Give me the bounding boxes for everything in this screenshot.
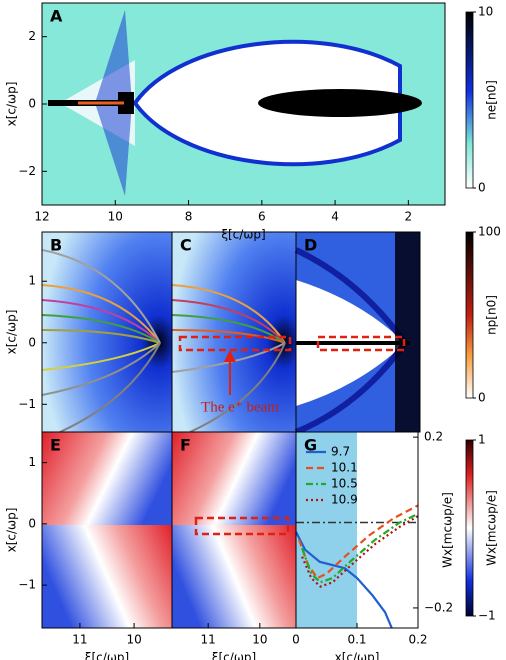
- x-tick-label: 11: [201, 633, 216, 647]
- colorbar-tick-label: 0: [478, 181, 486, 195]
- y-axis-label: x[c/ωp]: [5, 82, 19, 127]
- x-tick-label: 4: [331, 210, 339, 224]
- x-tick-label: 6: [258, 210, 266, 224]
- y-tick-label: −1: [18, 578, 36, 592]
- y-tick-label: 1: [28, 455, 36, 469]
- y-axis-label: x[c/ωp]: [5, 310, 19, 355]
- y-tick-label: 2: [28, 29, 36, 43]
- x-tick-label: 10: [252, 633, 267, 647]
- colorbar: [465, 439, 474, 617]
- x-tick-label: 11: [72, 633, 87, 647]
- highlight-span: [296, 432, 357, 628]
- x-axis-label: x[c/ωp]: [335, 651, 380, 660]
- colorbar-tick-label: −1: [478, 609, 496, 623]
- x-tick-label: 0.2: [408, 633, 427, 647]
- x-tick-label: 2: [405, 210, 413, 224]
- colorbar: [465, 11, 474, 189]
- legend-label: 10.5: [331, 477, 358, 491]
- series-line: [301, 515, 419, 588]
- x-tick-label: 8: [185, 210, 193, 224]
- y-tick-label: −1: [18, 397, 36, 411]
- colorbar-label: Wx[mcωp/e]: [485, 490, 499, 566]
- panel-label: B: [50, 236, 62, 255]
- legend-label: 9.7: [331, 445, 350, 459]
- x-axis-label: ξ[c/ωp]: [212, 651, 256, 660]
- colorbar-tick-label: 10: [478, 5, 493, 19]
- legend-label: 10.1: [331, 461, 358, 475]
- y-axis-label: x[c/ωp]: [5, 508, 19, 553]
- panel-label: C: [180, 236, 192, 255]
- series-line: [301, 512, 419, 584]
- colorbar-label: np[n0]: [485, 295, 499, 335]
- annotation: The e⁺ beam: [201, 399, 279, 415]
- x-tick-label: 0.1: [347, 633, 366, 647]
- y-tick-label: 0: [28, 97, 36, 111]
- y-tick-label: 0: [28, 335, 36, 349]
- y-tick-label: −2: [18, 164, 36, 178]
- y-tick-label: 0.2: [424, 430, 443, 444]
- y-tick-label: 0: [28, 516, 36, 530]
- panel-label: D: [304, 236, 317, 255]
- legend-label: 10.9: [331, 493, 358, 507]
- colorbar-tick-label: 0: [478, 391, 486, 405]
- colorbar-tick-label: 1: [478, 433, 486, 447]
- heatmap-backgrounds: [42, 3, 445, 628]
- x-tick-label: 12: [34, 210, 49, 224]
- x-tick-label: 0: [292, 633, 300, 647]
- series-line: [295, 531, 393, 629]
- y-tick-label: 1: [28, 274, 36, 288]
- colorbar-tick-label: 100: [478, 225, 501, 239]
- x-tick-label: 10: [126, 633, 141, 647]
- series-line: [298, 504, 419, 580]
- x-tick-label: 10: [108, 210, 123, 224]
- colorbar-label: ne[n0]: [485, 80, 499, 120]
- x-axis-label: ξ[c/ωp]: [221, 228, 265, 242]
- panel-label: E: [50, 436, 61, 455]
- y-axis-label: Wx[mcωp/e]: [441, 492, 455, 568]
- panel-label: A: [50, 7, 63, 26]
- panel-label: G: [304, 436, 317, 455]
- x-axis-label: ξ[c/ωp]: [85, 651, 129, 660]
- colorbar: [465, 231, 474, 399]
- panel-label: F: [180, 436, 191, 455]
- y-tick-label: −0.2: [424, 600, 453, 614]
